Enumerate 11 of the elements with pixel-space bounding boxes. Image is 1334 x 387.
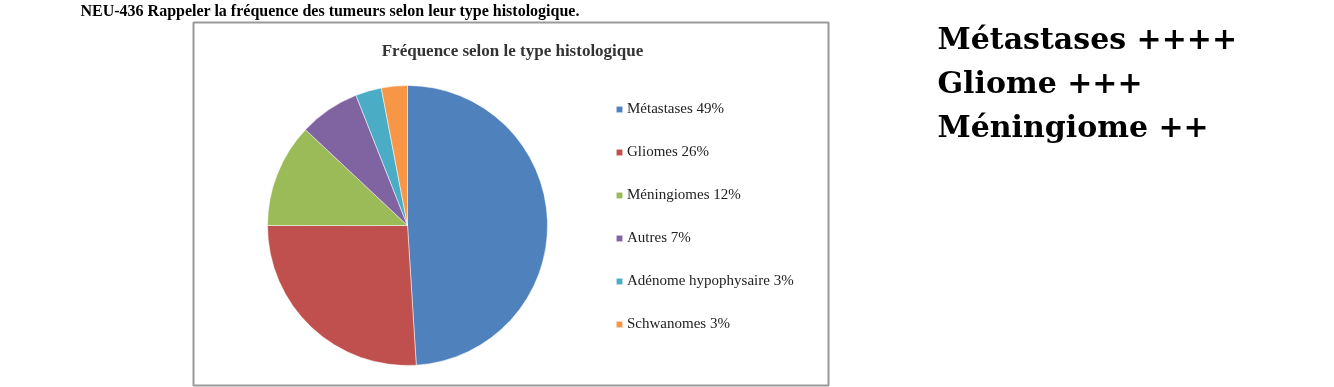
text: Gliome +++ xyxy=(937,65,1143,100)
text: Méningiome ++ xyxy=(937,109,1209,144)
legend-label: Métastases 49% xyxy=(627,100,725,117)
legend-label: Adénome hypophysaire 3% xyxy=(627,272,794,289)
text: Métastases ++++ xyxy=(937,21,1238,56)
legend-label: Gliomes 26% xyxy=(627,143,710,160)
chart-title: Fréquence selon le type histologique xyxy=(381,41,644,60)
legend-label: Autres 7% xyxy=(627,229,691,246)
legend-label: Schwanomes 3% xyxy=(627,315,730,332)
text: NEU-436 Rappeler la fréquence des tumeurs selon leur type histologique. xyxy=(80,2,580,20)
legend-label: Méningiomes 12% xyxy=(627,186,741,203)
